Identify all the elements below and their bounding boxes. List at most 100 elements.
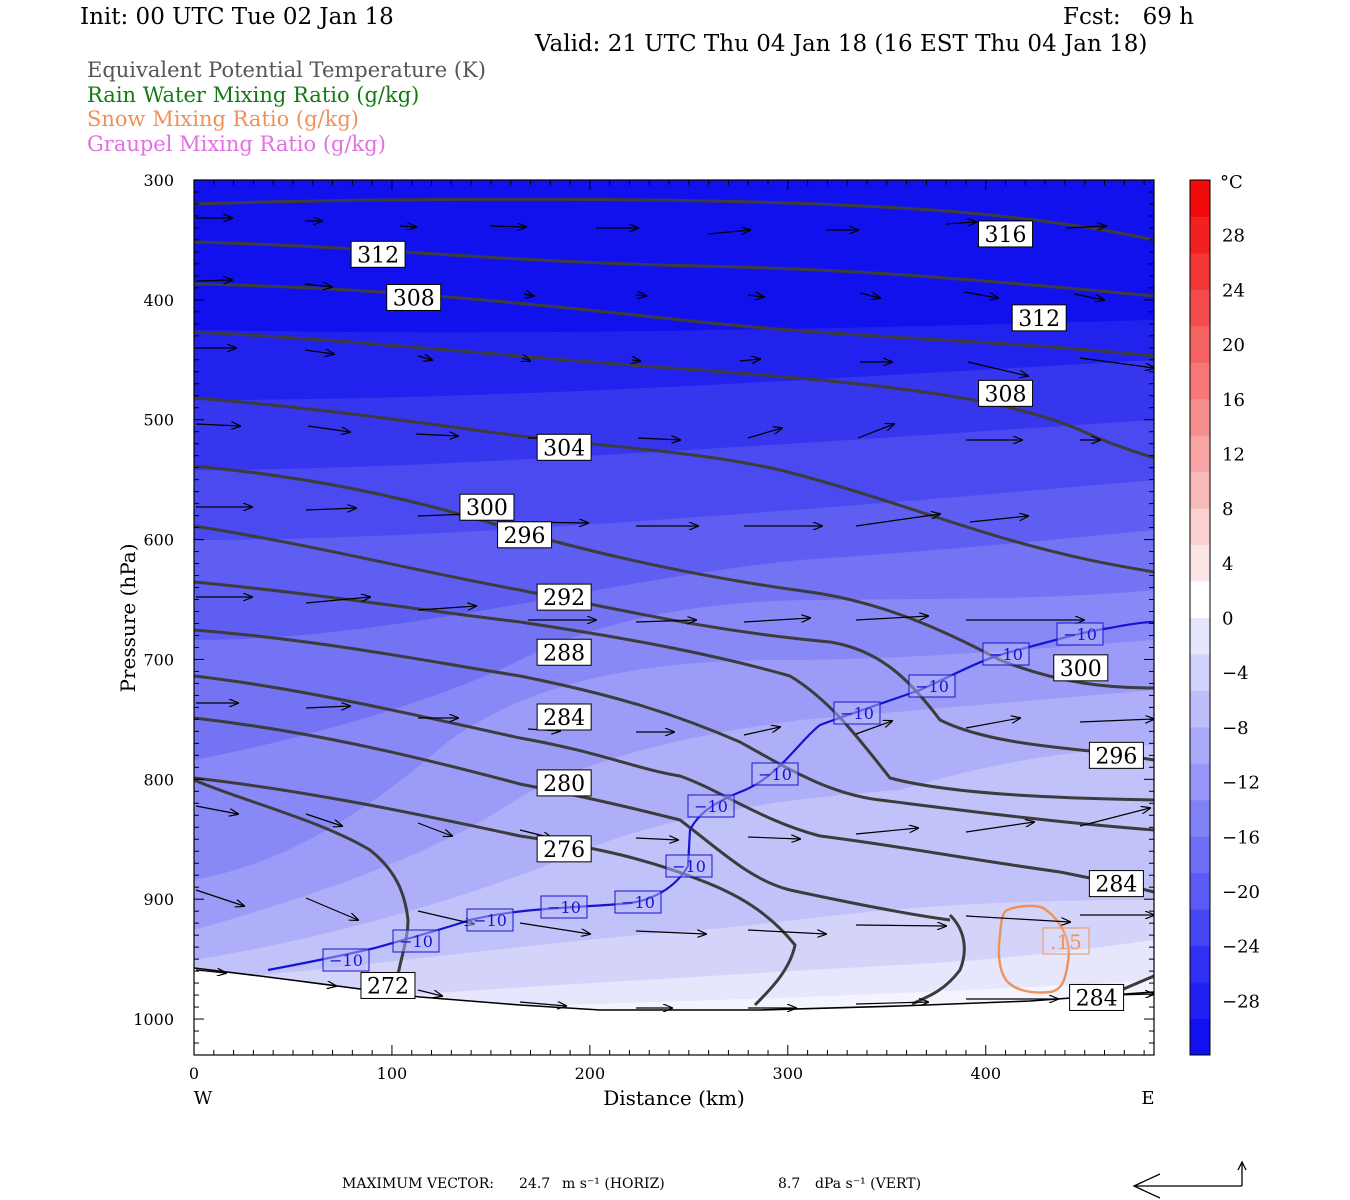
wind-arrow <box>519 922 590 934</box>
y-tick-label: 800 <box>143 770 174 789</box>
plot-frame <box>193 179 1155 1056</box>
wind-arrow <box>195 805 238 814</box>
wind-arrow <box>195 970 226 973</box>
theta-e-label: 284 <box>543 706 585 731</box>
x-tick-label: 0 <box>189 1064 199 1083</box>
wind-arrow <box>304 350 334 354</box>
theta-e-label: 284 <box>1095 873 1137 898</box>
isotherm-label-box <box>540 895 588 919</box>
wind-arrow <box>637 438 680 440</box>
wind-arrow <box>747 428 782 439</box>
terrain-mask <box>194 968 1154 1055</box>
theta-e-label: 308 <box>393 286 435 311</box>
theta-e-label-box <box>497 521 553 549</box>
theta-e-label-box <box>536 769 592 797</box>
east-label: E <box>1141 1088 1154 1109</box>
theta-e-label-box <box>459 493 515 521</box>
wind-arrow <box>1079 808 1150 827</box>
isotherm-labels: −10 −10 −10 −10 −10 −10 −10 −10 −10 −10 −10 −10 <box>322 622 1104 972</box>
y-tick-label: 900 <box>143 890 174 909</box>
colorbar-label: 20 <box>1222 335 1245 356</box>
colorbar-swatch <box>1190 289 1210 327</box>
wind-arrow <box>417 989 442 996</box>
vert-max-value: 8.7 <box>778 1176 801 1192</box>
y-tick-label: 500 <box>143 411 174 430</box>
y-tick-label: 400 <box>143 291 174 310</box>
colorbar-swatch <box>1190 653 1210 691</box>
wind-arrow <box>304 284 332 287</box>
colorbar-label: −28 <box>1222 991 1260 1012</box>
x-tick-label: 300 <box>773 1064 804 1083</box>
x-tick-labels: 0 100 200 300 400 <box>189 1064 1001 1083</box>
wind-arrow <box>855 828 918 835</box>
y-axis-title: Pressure (hPa) <box>116 544 140 693</box>
colorbar-label: 24 <box>1222 280 1245 301</box>
theta-e-label-box <box>386 283 442 311</box>
wind-arrow <box>305 706 350 708</box>
wind-arrow <box>747 929 826 934</box>
wind-arrow <box>399 226 416 227</box>
theta-e-label-box <box>536 638 592 666</box>
wind-arrow <box>965 822 1034 833</box>
isotherm-label: −10 <box>915 677 949 696</box>
colorbar-swatch <box>1190 945 1210 983</box>
theta-e-label-box <box>350 240 406 268</box>
colorbar-swatch <box>1190 252 1210 290</box>
wind-arrow <box>963 291 998 298</box>
wind-arrow <box>967 361 1028 376</box>
isotherm-label: −10 <box>989 645 1023 664</box>
isotherm-label: −10 <box>840 704 874 723</box>
colorbar-swatch <box>1190 1018 1210 1056</box>
west-label: W <box>194 1088 213 1109</box>
wind-arrow <box>415 434 458 436</box>
colorbar-label: 12 <box>1222 444 1245 465</box>
colorbar-labels: 28 24 20 16 12 8 4 0 −4 −8 −12 −16 −20 −24 −28 <box>1222 226 1260 1013</box>
colorbar <box>1190 180 1210 1056</box>
colorbar-unit: °C <box>1220 172 1243 193</box>
theta-e-label-box <box>1053 654 1109 682</box>
wind-arrow <box>707 230 750 234</box>
wind-arrow <box>855 514 940 527</box>
wind-arrow <box>747 295 764 297</box>
wind-arrow <box>743 727 780 736</box>
theta-e-label: 312 <box>1018 307 1060 332</box>
colorbar-frame <box>1189 179 1211 1056</box>
theta-e-label: 300 <box>466 496 508 521</box>
wind-arrow <box>417 910 474 924</box>
colorbar-swatch <box>1190 398 1210 436</box>
colorbar-swatch <box>1190 362 1210 400</box>
theta-e-label: 296 <box>1095 744 1137 769</box>
wind-arrow <box>305 982 336 986</box>
wind-arrow <box>195 889 244 906</box>
wind-arrow <box>743 618 810 623</box>
wind-arrow <box>857 424 894 439</box>
valid-time: Valid: 21 UTC Thu 04 Jan 18 (16 EST Thu … <box>535 31 1148 57</box>
snow-label-box <box>1042 927 1090 955</box>
colorbar-label: −20 <box>1222 882 1260 903</box>
wind-vectors <box>195 218 1154 1008</box>
wind-arrow <box>945 222 976 224</box>
y-tick-label: 300 <box>143 171 174 190</box>
colorbar-swatch <box>1190 799 1210 837</box>
colorbar-label: 0 <box>1222 609 1233 630</box>
colorbar-swatch <box>1190 435 1210 473</box>
wind-arrow <box>1079 357 1154 368</box>
theta-e-label-box <box>1088 870 1144 898</box>
colorbar-label: −8 <box>1222 718 1249 739</box>
theta-e-label-box <box>536 835 592 863</box>
x-tick-label: 100 <box>377 1064 408 1083</box>
colorbar-label: 16 <box>1222 390 1245 411</box>
temperature-fill <box>194 180 1154 1055</box>
theta-e-label-box <box>536 583 592 611</box>
theta-e-label-box <box>536 433 592 461</box>
colorbar-label: 8 <box>1222 499 1233 520</box>
isotherm-label-box <box>833 701 881 725</box>
isotherm-label: −10 <box>1063 625 1097 644</box>
max-vector-label: MAXIMUM VECTOR: <box>342 1176 494 1192</box>
legend-snow: Snow Mixing Ratio (g/kg) <box>87 107 359 131</box>
horiz-key-arrowhead <box>1132 1173 1161 1199</box>
isotherm-label: −10 <box>547 898 581 917</box>
colorbar-swatch <box>1190 726 1210 764</box>
wind-arrow <box>635 620 696 622</box>
forecast-hour: Fcst: 69 h <box>1063 4 1194 30</box>
